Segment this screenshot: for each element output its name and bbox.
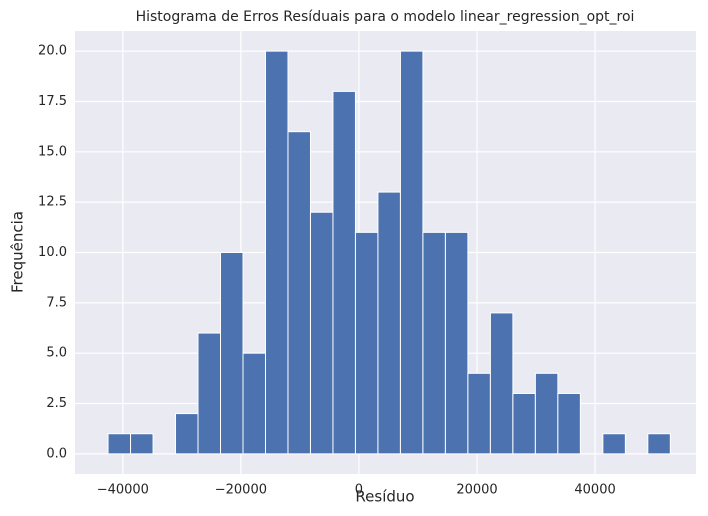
y-tick-label: 5.0	[46, 346, 67, 361]
bar	[602, 433, 626, 455]
y-tick-label: 10.0	[38, 245, 67, 260]
bar	[534, 372, 559, 455]
bar	[130, 433, 154, 455]
y-tick-label: 15.0	[38, 144, 67, 159]
y-axis-label: Frequência	[9, 211, 27, 293]
bar	[377, 191, 401, 455]
bar	[175, 413, 199, 455]
bar	[264, 50, 289, 455]
bar	[647, 433, 671, 455]
bar	[422, 231, 446, 455]
y-tick-label: 20.0	[38, 44, 67, 59]
bar	[467, 372, 491, 455]
bar	[557, 392, 581, 455]
x-axis-label: Resíduo	[355, 488, 414, 506]
bar	[107, 433, 132, 455]
bar	[444, 231, 469, 455]
x-tick-label: 0	[355, 483, 363, 498]
y-tick-label: 17.5	[38, 94, 67, 109]
y-tick-label: 0.0	[46, 446, 67, 461]
bar	[512, 392, 536, 455]
x-tick-label: −40000	[97, 483, 149, 498]
chart-title: Histograma de Erros Resíduais para o mod…	[136, 9, 635, 25]
bar	[242, 352, 266, 455]
y-tick-label: 12.5	[38, 195, 67, 210]
bar	[220, 252, 244, 455]
y-tick-label: 2.5	[46, 396, 67, 411]
bar	[287, 131, 311, 455]
bar	[309, 211, 334, 455]
bar	[489, 312, 514, 455]
x-tick-label: −20000	[215, 483, 267, 498]
bar	[399, 50, 424, 455]
bar	[332, 90, 356, 455]
x-tick-label: 40000	[574, 483, 615, 498]
bar	[197, 332, 222, 455]
x-tick-label: 20000	[456, 483, 497, 498]
y-tick-label: 7.5	[46, 295, 67, 310]
bar	[354, 231, 379, 455]
